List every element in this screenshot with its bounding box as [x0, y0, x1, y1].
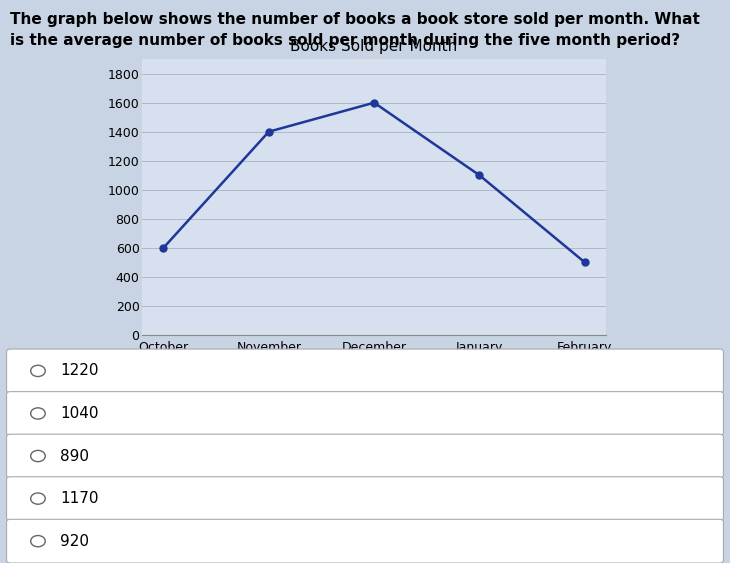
Title: Books Sold per Month: Books Sold per Month: [291, 39, 458, 54]
Text: 890: 890: [60, 449, 89, 463]
Text: 1170: 1170: [60, 491, 99, 506]
Text: 920: 920: [60, 534, 89, 549]
Text: The graph below shows the number of books a book store sold per month. What: The graph below shows the number of book…: [10, 12, 700, 28]
Text: 1040: 1040: [60, 406, 99, 421]
Text: 1220: 1220: [60, 363, 99, 378]
Text: is the average number of books sold per month during the five month period?: is the average number of books sold per …: [10, 33, 680, 48]
